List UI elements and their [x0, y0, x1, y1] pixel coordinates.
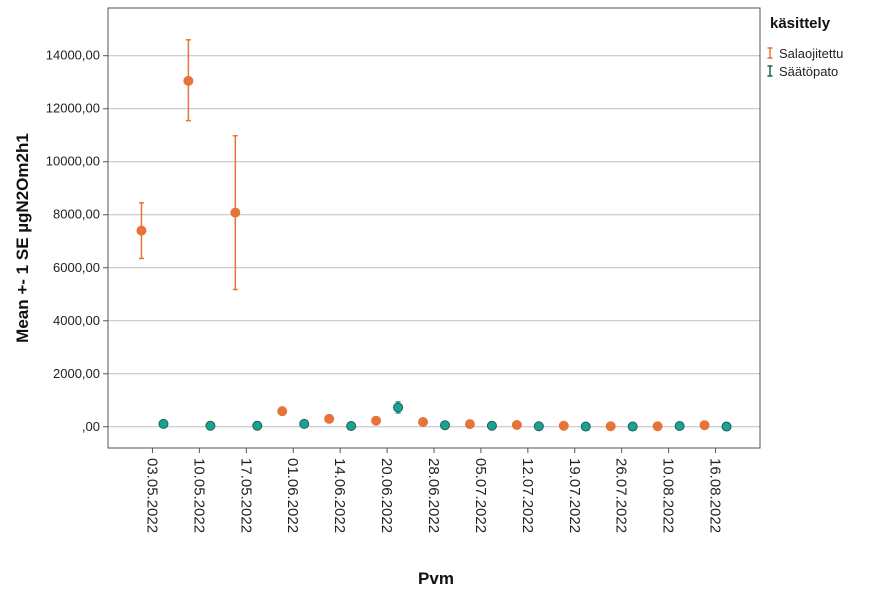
data-point — [464, 419, 475, 430]
data-point — [558, 420, 569, 431]
series-0 — [136, 39, 710, 432]
x-axis-ticks: 03.05.2022 10.05.2022 17.05.2022 01.06.2022… — [143, 448, 724, 533]
data-point — [605, 421, 616, 432]
y-tick-label: 2000,00 — [53, 366, 100, 381]
x-tick-label: 01.06.2022 — [284, 458, 301, 533]
series-1 — [158, 401, 732, 432]
data-point — [136, 225, 147, 236]
data-point — [533, 421, 544, 432]
data-marks — [136, 39, 732, 432]
data-point — [627, 421, 638, 432]
data-point — [252, 420, 263, 431]
legend-label: Säätöpato — [779, 64, 838, 79]
x-tick-label: 14.06.2022 — [331, 458, 348, 533]
x-tick-label: 03.05.2022 — [143, 458, 160, 533]
data-point — [652, 421, 663, 432]
x-tick-label: 26.07.2022 — [613, 458, 630, 533]
data-point — [674, 421, 685, 431]
data-point — [183, 75, 194, 86]
y-tick-label: 6000,00 — [53, 260, 100, 275]
y-tick-label: 8000,00 — [53, 207, 100, 222]
data-point — [418, 417, 428, 428]
x-tick-label: 12.07.2022 — [519, 458, 536, 533]
x-tick-label: 10.08.2022 — [660, 458, 677, 533]
x-tick-label: 10.05.2022 — [190, 458, 207, 533]
gridlines — [108, 55, 760, 428]
x-tick-label: 16.08.2022 — [707, 458, 724, 533]
data-point — [371, 415, 382, 426]
data-point — [324, 413, 335, 424]
data-point — [486, 420, 497, 431]
x-tick-label: 19.07.2022 — [566, 458, 583, 533]
data-point — [277, 406, 288, 417]
data-point — [299, 418, 310, 429]
legend-entry-1: Säätöpato — [767, 64, 838, 79]
y-axis-ticks: 14000,00 12000,00 10000,00 8000,00 6000,00 40… — [46, 48, 108, 434]
legend-label: Salaojitettu — [779, 46, 843, 61]
y-tick-label: ,00 — [82, 419, 100, 434]
x-tick-label: 05.07.2022 — [472, 458, 489, 533]
y-tick-label: 10000,00 — [46, 154, 100, 169]
data-point — [230, 207, 241, 218]
y-tick-label: 12000,00 — [46, 101, 100, 116]
data-point — [393, 402, 404, 413]
data-point — [440, 420, 450, 431]
data-point — [721, 421, 732, 432]
data-point — [346, 421, 357, 431]
x-tick-label: 28.06.2022 — [425, 458, 442, 533]
y-tick-label: 14000,00 — [46, 48, 100, 63]
data-point — [699, 420, 710, 431]
data-point — [580, 421, 591, 432]
legend-entry-0: Salaojitettu — [767, 46, 843, 61]
x-axis-title: Pvm — [418, 569, 454, 588]
y-tick-label: 4000,00 — [53, 313, 100, 328]
data-point — [158, 418, 169, 429]
x-tick-label: 17.05.2022 — [237, 458, 254, 533]
data-point — [205, 420, 216, 431]
x-tick-label: 20.06.2022 — [378, 458, 395, 533]
data-point — [511, 419, 522, 430]
legend: käsittely Salaojitettu Säätöpato — [767, 15, 843, 79]
y-axis-title: Mean +- 1 SE µgN2Om2h1 — [13, 133, 32, 343]
legend-title: käsittely — [770, 15, 831, 32]
plot-frame — [107, 7, 761, 449]
